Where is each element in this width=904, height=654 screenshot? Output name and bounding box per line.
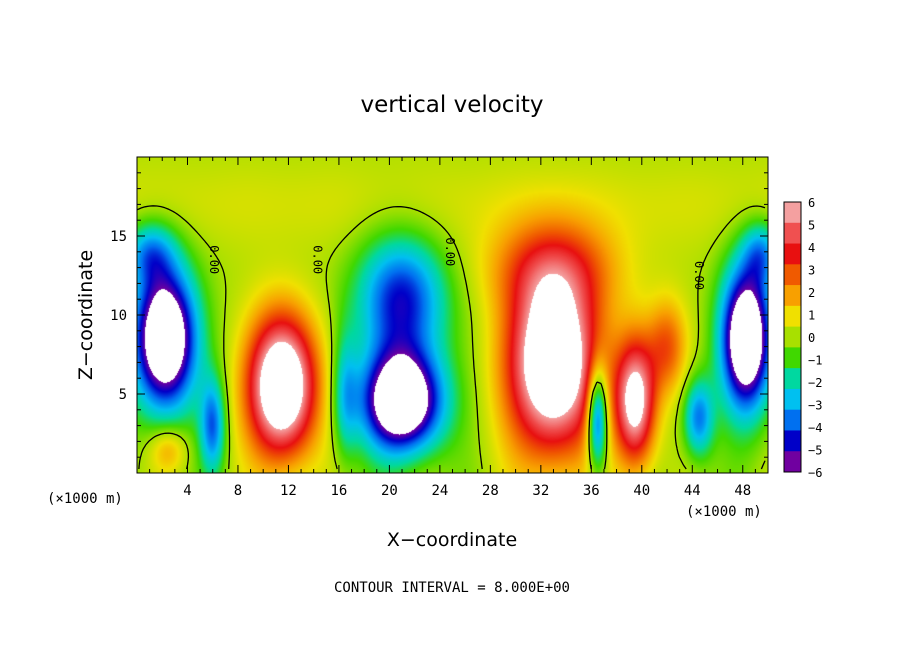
x-tick-label: 40 (633, 483, 650, 499)
colorbar-swatch (784, 368, 801, 390)
colorbar-swatch (784, 409, 801, 431)
colorbar-tick-label: −5 (808, 444, 822, 458)
y-tick-label: 15 (110, 229, 127, 245)
x-unit-label-left: (×1000 m) (47, 491, 123, 507)
zero-contour-line (136, 205, 766, 470)
colorbar-tick-label: 4 (808, 241, 815, 255)
x-axis-ticks: 4 8 12 16 20 24 28 32 36 40 44 48 (149, 157, 756, 499)
colorbar-tick-label: −6 (808, 466, 822, 480)
colorbar-tick-label: 6 (808, 196, 815, 210)
colorbar-swatch (784, 285, 801, 307)
colorbar-swatch (784, 388, 801, 411)
zero-contours: 0.00 0.00 0.00 0.00 (136, 205, 766, 470)
colorbar-tick-label: −3 (808, 399, 822, 413)
x-tick-label: 28 (482, 483, 499, 499)
x-unit-label-right: (×1000 m) (686, 504, 762, 520)
colorbar-tick-label: −4 (808, 421, 822, 435)
colorbar-swatch (784, 430, 801, 452)
colorbar-tick-label: −2 (808, 376, 822, 390)
velocity-field (137, 157, 768, 473)
x-tick-label: 8 (234, 483, 242, 499)
contour-label: 0.00 (443, 237, 457, 266)
y-tick-label: 5 (119, 387, 127, 403)
colorbar-swatch (784, 202, 801, 224)
colorbar-swatch (784, 264, 801, 286)
contour-label: 0.00 (692, 261, 706, 290)
x-axis-title: X−coordinate (387, 529, 517, 551)
x-tick-label: 44 (684, 483, 701, 499)
x-tick-label: 12 (280, 483, 297, 499)
x-tick-label: 20 (381, 483, 398, 499)
colorbar-swatch (784, 326, 801, 348)
x-tick-label: 48 (734, 483, 751, 499)
x-tick-label: 16 (330, 483, 347, 499)
colorbar-tick-label: 1 (808, 309, 815, 323)
chart-title: vertical velocity (361, 92, 544, 118)
colorbar-tick-label: 3 (808, 264, 815, 278)
colorbar-tick-label: 5 (808, 219, 815, 233)
colorbar: 6 5 4 3 2 1 0 −1 −2 −3 −4 −5 −6 (783, 196, 822, 480)
colorbar-tick-label: −1 (808, 354, 822, 368)
x-tick-label: 24 (431, 483, 448, 499)
x-tick-label: 32 (532, 483, 549, 499)
plot-area (136, 156, 769, 474)
x-tick-label: 4 (183, 483, 191, 499)
colorbar-swatch (784, 222, 801, 245)
contour-interval-note: CONTOUR INTERVAL = 8.000E+00 (334, 580, 570, 596)
colorbar-swatch (784, 243, 801, 265)
contour-label: 0.00 (311, 245, 325, 274)
contour-label: 0.00 (207, 245, 221, 274)
y-axis-title: Z−coordinate (75, 250, 97, 380)
colorbar-frame (783, 201, 802, 473)
y-tick-label: 10 (110, 308, 127, 324)
colorbar-tick-label: 0 (808, 331, 815, 345)
colorbar-tick-label: 2 (808, 286, 815, 300)
colorbar-swatch (784, 451, 801, 473)
y-axis-ticks: 5 10 15 (110, 172, 768, 458)
x-tick-label: 36 (583, 483, 600, 499)
colorbar-swatch (784, 347, 801, 369)
colorbar-swatch (784, 305, 801, 328)
